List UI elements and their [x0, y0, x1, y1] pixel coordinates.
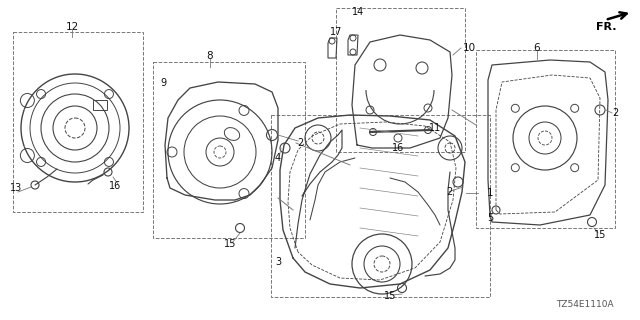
Text: 16: 16: [109, 181, 121, 191]
Text: 2: 2: [297, 138, 303, 148]
Bar: [336, 8, 465, 152]
Text: 8: 8: [207, 51, 213, 61]
Text: 15: 15: [594, 230, 606, 240]
Text: 1: 1: [487, 188, 493, 198]
Text: 10: 10: [463, 43, 476, 53]
Text: 13: 13: [10, 183, 22, 193]
Text: 15: 15: [384, 291, 396, 301]
Text: 2: 2: [446, 187, 452, 197]
Text: 14: 14: [352, 7, 364, 17]
Text: 15: 15: [224, 239, 236, 249]
Text: 4: 4: [275, 153, 281, 163]
Text: FR.: FR.: [596, 22, 616, 32]
Text: 5: 5: [487, 213, 493, 223]
Text: 16: 16: [392, 143, 404, 153]
Bar: [93, 100, 107, 110]
Bar: [476, 50, 615, 228]
Text: 6: 6: [534, 43, 540, 53]
Bar: [271, 115, 490, 297]
Text: 11: 11: [429, 123, 441, 133]
Text: 12: 12: [65, 22, 79, 32]
Text: 3: 3: [275, 257, 281, 267]
Bar: [153, 62, 305, 238]
Text: TZ54E1110A: TZ54E1110A: [556, 300, 614, 309]
Text: 17: 17: [330, 27, 342, 37]
Text: 9: 9: [160, 78, 166, 88]
Text: 2: 2: [612, 108, 618, 118]
Bar: [13, 32, 143, 212]
